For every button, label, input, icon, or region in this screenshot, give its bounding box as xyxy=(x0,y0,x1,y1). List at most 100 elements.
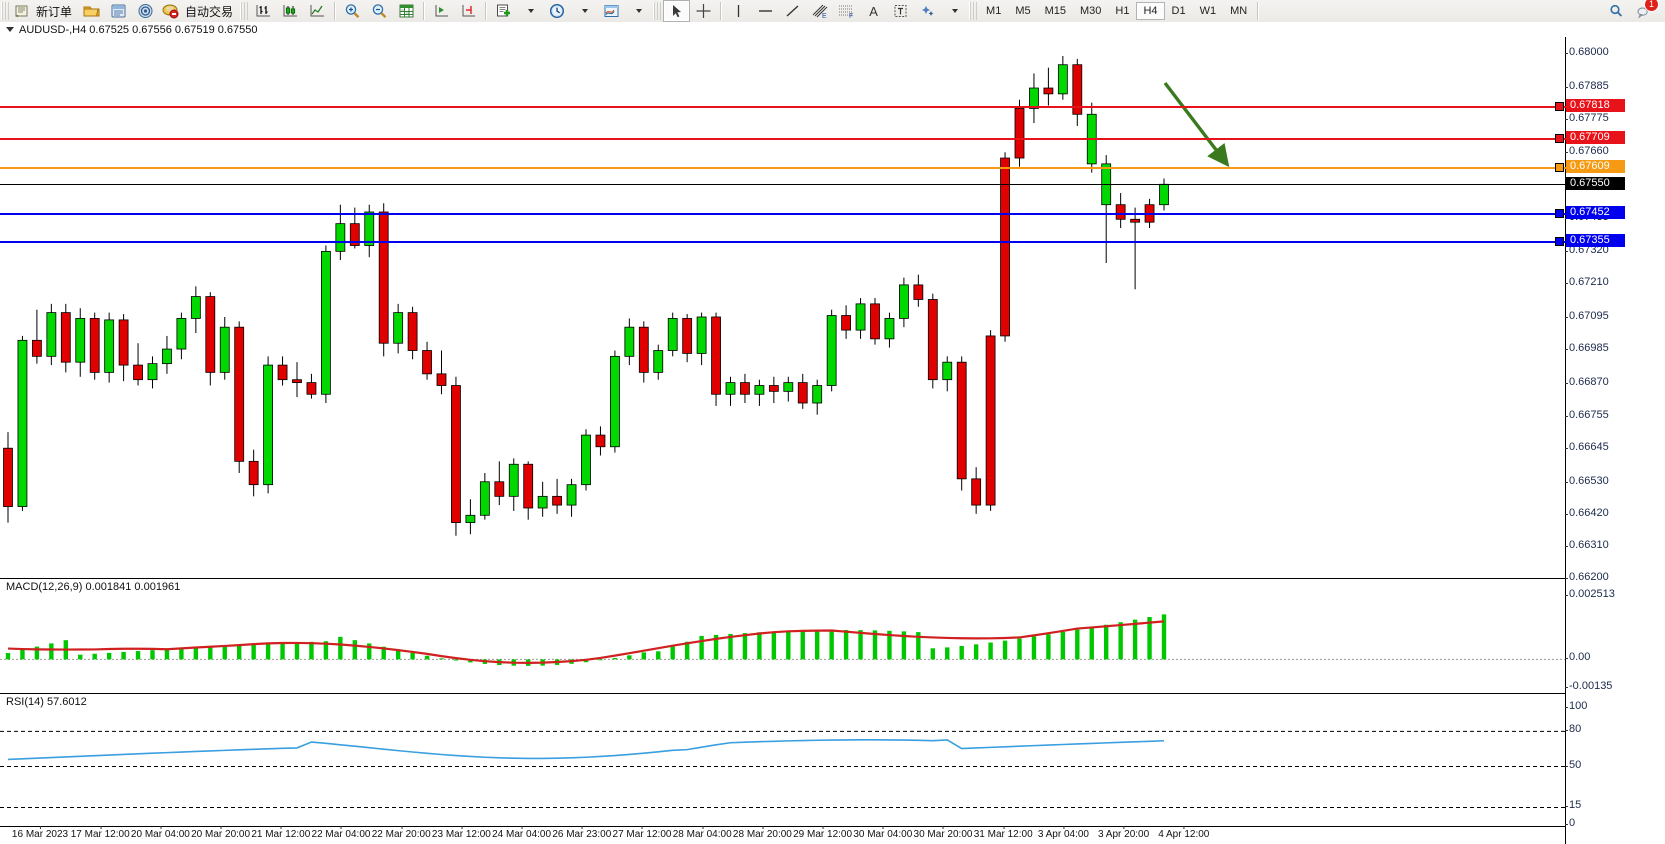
toolbar-separator-1 xyxy=(334,2,337,20)
toolbar-separator-3 xyxy=(485,2,488,20)
timeframe-m1[interactable]: M1 xyxy=(986,5,1002,17)
price-level-handle[interactable] xyxy=(1555,163,1564,173)
timeframe-mn[interactable]: MN xyxy=(1230,5,1248,17)
line-chart-icon[interactable] xyxy=(304,0,331,22)
period-dropdown[interactable] xyxy=(571,0,598,22)
new-order-button[interactable]: 新订单 xyxy=(11,0,78,22)
price-level-line-resistance[interactable] xyxy=(0,137,1566,140)
crosshair-icon[interactable] xyxy=(690,0,717,22)
timeframe-h1[interactable]: H1 xyxy=(1115,5,1130,17)
price-level-tag-last-price[interactable]: 0.67550 xyxy=(1566,177,1625,191)
templates-icon[interactable] xyxy=(598,0,625,22)
toolbar-grip-3[interactable] xyxy=(653,2,662,20)
price-axis-tick: 0.66310 xyxy=(1565,538,1609,551)
horizontal-line-icon[interactable] xyxy=(752,0,779,22)
grid-icon[interactable] xyxy=(393,0,420,22)
trendline-icon[interactable] xyxy=(779,0,806,22)
price-level-line-support[interactable] xyxy=(0,241,1566,244)
fibonacci-icon[interactable]: F xyxy=(833,0,860,22)
time-axis-tick: 23 Mar 12:00 xyxy=(431,826,491,840)
macd-axis-tick: 0.00 xyxy=(1564,651,1591,664)
text-icon[interactable]: A xyxy=(869,3,878,19)
price-level-tag-resistance[interactable]: 0.67818 xyxy=(1566,99,1625,113)
rsi-axis-tick: 100 xyxy=(1564,700,1588,712)
price-level-tag-support[interactable]: 0.67355 xyxy=(1566,234,1625,248)
folder-icon[interactable] xyxy=(78,0,105,22)
cursor-icon[interactable] xyxy=(663,0,691,22)
shift-start-icon[interactable] xyxy=(428,0,455,22)
macd-pane[interactable]: MACD(12,26,9) 0.001841 0.001961 xyxy=(0,578,1566,695)
price-level-handle[interactable] xyxy=(1555,237,1564,247)
price-candles xyxy=(3,55,1169,536)
templates-dropdown[interactable] xyxy=(625,0,652,22)
objects-icon[interactable] xyxy=(914,0,941,22)
price-level-line-pivot[interactable] xyxy=(0,167,1566,170)
chart-window[interactable]: AUDUSD-,H4 0.67525 0.67556 0.67519 0.675… xyxy=(0,22,1665,844)
candlestick-chart-icon[interactable] xyxy=(277,0,304,22)
timeframe-w1[interactable]: W1 xyxy=(1199,5,1217,17)
rsi-plot xyxy=(0,730,1566,808)
symbol-ohlc-label: AUDUSD-,H4 0.67525 0.67556 0.67519 0.675… xyxy=(19,23,258,36)
price-level-handle[interactable] xyxy=(1555,102,1564,112)
timeframe-m5[interactable]: M5 xyxy=(1015,5,1031,17)
time-axis-tick: 29 Mar 12:00 xyxy=(793,826,853,840)
toolbar-separator-5 xyxy=(1257,2,1260,20)
add-indicator-icon[interactable] xyxy=(490,0,517,22)
time-axis-tick: 20 Mar 04:00 xyxy=(130,826,190,840)
period-icon[interactable] xyxy=(544,0,571,22)
main-toolbar: 新订单 自动交易 xyxy=(0,0,1665,23)
price-level-handle[interactable] xyxy=(1555,208,1564,218)
time-axis-tick: 28 Mar 04:00 xyxy=(672,826,732,840)
auto-trading-button[interactable]: 自动交易 xyxy=(159,0,239,22)
bar-chart-icon[interactable] xyxy=(250,0,277,22)
price-level-line-resistance[interactable] xyxy=(0,106,1566,109)
price-axis-tick: 0.66530 xyxy=(1565,474,1609,487)
time-axis: 16 Mar 2023 17 Mar 12:00 20 Mar 04:00 20 Ma… xyxy=(0,826,1566,844)
time-axis-tick: 28 Mar 20:00 xyxy=(732,826,792,840)
toolbar-separator-4 xyxy=(720,2,723,20)
toolbar-grip-4[interactable] xyxy=(969,2,978,20)
timeframe-h4[interactable]: H4 xyxy=(1136,2,1165,20)
price-pane[interactable] xyxy=(0,37,1566,579)
zoom-out-icon[interactable] xyxy=(366,0,393,22)
search-icon[interactable] xyxy=(1603,0,1630,22)
rsi-axis-tick: 80 xyxy=(1564,723,1582,736)
signal-icon[interactable] xyxy=(132,0,159,22)
price-axis-tick: 0.66420 xyxy=(1565,506,1609,519)
alert-count-badge: 1 xyxy=(1644,0,1659,12)
time-axis-tick: 16 Mar 2023 xyxy=(11,826,69,840)
price-level-tag-support[interactable]: 0.67452 xyxy=(1566,205,1625,219)
equidistant-channel-icon[interactable]: E xyxy=(806,0,833,22)
time-axis-tick: 31 Mar 12:00 xyxy=(973,826,1033,840)
price-level-line-support[interactable] xyxy=(0,212,1566,215)
toolbar-grip-2[interactable] xyxy=(240,2,249,20)
vertical-line-icon[interactable] xyxy=(725,0,752,22)
alerts-icon[interactable]: 1 xyxy=(1630,0,1659,22)
shift-end-icon[interactable] xyxy=(455,0,482,22)
time-axis-tick: 22 Mar 04:00 xyxy=(311,826,371,840)
price-level-handle[interactable] xyxy=(1555,133,1564,143)
price-axis-tick: 0.66755 xyxy=(1565,409,1609,422)
rsi-pane[interactable]: RSI(14) 57.6012 xyxy=(0,693,1566,830)
price-axis-tick: 0.66645 xyxy=(1565,441,1609,454)
price-level-line-last-price[interactable] xyxy=(0,184,1566,186)
timeframe-m15[interactable]: M15 xyxy=(1044,5,1066,17)
time-axis-tick: 21 Mar 12:00 xyxy=(251,826,311,840)
rsi-axis-tick: 0 xyxy=(1564,817,1576,829)
add-indicator-dropdown[interactable] xyxy=(517,0,544,22)
text-label-icon[interactable] xyxy=(887,0,914,22)
objects-dropdown[interactable] xyxy=(941,0,968,22)
time-axis-tick: 24 Mar 04:00 xyxy=(492,826,552,840)
price-axis-tick: 0.67775 xyxy=(1565,111,1609,124)
toolbar-grip[interactable] xyxy=(1,2,9,20)
price-axis-tick: 0.67320 xyxy=(1565,244,1609,257)
chart-menu-triangle-icon[interactable] xyxy=(6,27,14,32)
price-axis[interactable]: 0.680000.678850.677750.676600.674350.673… xyxy=(1564,37,1665,844)
macd-plot xyxy=(0,614,1566,666)
zoom-in-icon[interactable] xyxy=(339,0,366,22)
price-level-tag-pivot[interactable]: 0.67609 xyxy=(1566,160,1625,174)
price-level-tag-resistance[interactable]: 0.67709 xyxy=(1566,130,1625,144)
data-window-icon[interactable] xyxy=(105,0,132,22)
timeframe-m30[interactable]: M30 xyxy=(1080,5,1102,17)
timeframe-d1[interactable]: D1 xyxy=(1171,5,1186,17)
